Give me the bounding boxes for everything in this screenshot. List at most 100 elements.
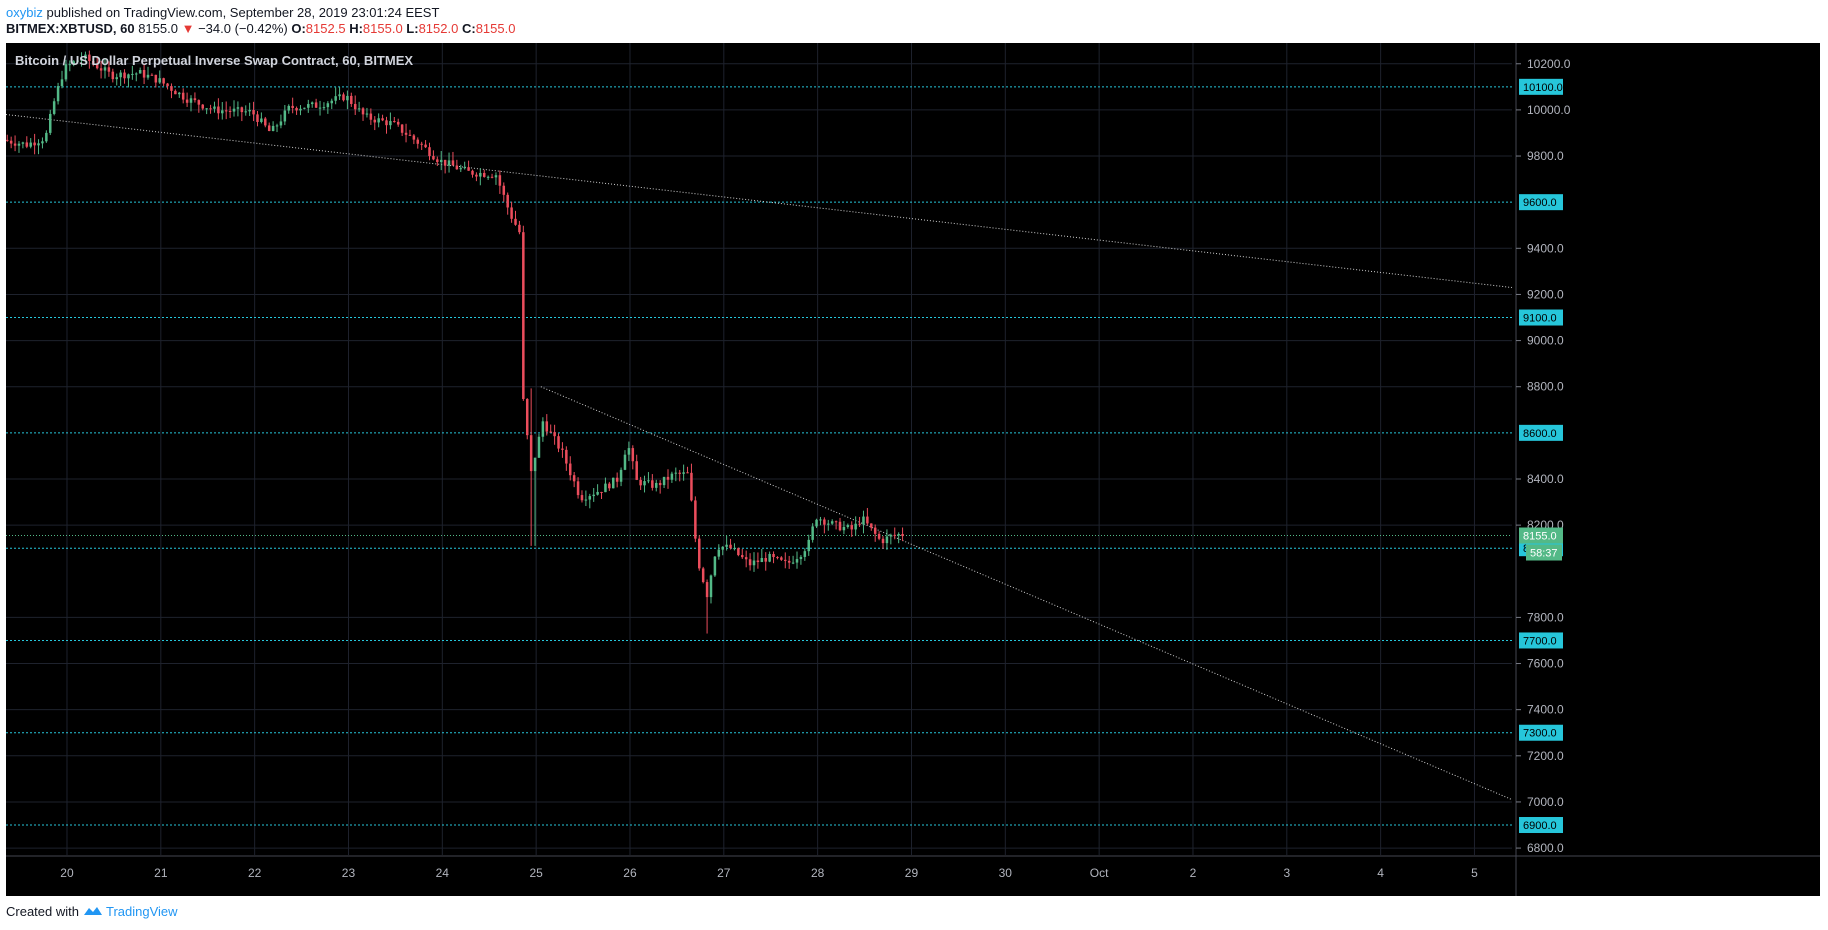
candle-body xyxy=(49,113,52,133)
tradingview-link[interactable]: TradingView xyxy=(106,904,178,919)
level-label-bg xyxy=(1519,309,1563,326)
candle-body xyxy=(784,559,787,561)
candle-body xyxy=(662,476,666,486)
candle-body xyxy=(553,432,556,437)
candle-body xyxy=(846,525,850,527)
candle-body xyxy=(701,568,705,583)
candle-body xyxy=(115,77,118,80)
y-tick-label: 7000.0 xyxy=(1527,795,1564,809)
candle-body xyxy=(827,523,830,525)
candle-body xyxy=(885,536,889,544)
candle-body xyxy=(248,109,251,112)
candle-body xyxy=(92,60,95,64)
author-link[interactable]: oxybiz xyxy=(6,5,43,20)
x-tick-label: 4 xyxy=(1377,866,1384,880)
candle-body xyxy=(416,139,420,144)
candle-body xyxy=(471,170,474,175)
candle-body xyxy=(432,156,435,160)
candle-body xyxy=(318,107,322,109)
candle-body xyxy=(166,83,169,87)
candle-body xyxy=(396,121,400,125)
candle-body xyxy=(381,118,384,121)
last-price: 8155.0 xyxy=(138,21,178,36)
candle-body xyxy=(682,472,685,474)
trendline xyxy=(540,386,1513,801)
candle-body xyxy=(107,67,111,72)
candle-body xyxy=(303,107,306,109)
y-tick-label: 8800.0 xyxy=(1527,380,1564,394)
candle-body xyxy=(322,107,326,109)
candle-body xyxy=(205,108,208,110)
candle-body xyxy=(803,551,807,557)
candle-body xyxy=(752,560,756,566)
level-label-bg xyxy=(1519,194,1563,211)
candle-body xyxy=(475,174,478,177)
candle-body xyxy=(717,549,721,557)
candle-body xyxy=(647,480,650,482)
candle-body xyxy=(412,135,416,140)
candle-body xyxy=(138,69,142,74)
candle-body xyxy=(25,142,29,147)
candle-body xyxy=(698,538,701,569)
candle-body xyxy=(694,500,697,539)
x-tick-label: 29 xyxy=(905,866,919,880)
candle-body xyxy=(123,72,126,79)
candle-body xyxy=(568,463,572,476)
candle-body xyxy=(264,118,267,126)
candle-body xyxy=(299,108,302,111)
candle-body xyxy=(170,86,173,91)
candle-body xyxy=(21,142,25,144)
candle-body xyxy=(705,582,709,598)
candle-body xyxy=(576,481,580,496)
candle-body xyxy=(635,461,638,480)
candle-body xyxy=(795,559,799,563)
candle-body xyxy=(506,194,509,208)
candle-body xyxy=(201,104,204,109)
candle-body xyxy=(221,110,224,114)
candle-body xyxy=(838,521,842,531)
candle-body xyxy=(283,110,287,122)
level-label: 8600.0 xyxy=(1523,428,1557,440)
high-value: 8155.0 xyxy=(362,21,403,36)
x-tick-label: 20 xyxy=(60,866,74,880)
candle-body xyxy=(56,86,60,102)
candle-body xyxy=(787,560,791,563)
candle-body xyxy=(443,159,447,166)
candle-body xyxy=(658,482,662,486)
candle-body xyxy=(807,539,810,552)
y-tick-label: 10000.0 xyxy=(1527,103,1571,117)
candle-body xyxy=(862,516,865,525)
candle-body xyxy=(213,106,216,109)
chart-frame[interactable]: 20 21 22 23 24 25 26 27 28 29 30 Oct 2 3 4 5 10200.0 1000… xyxy=(5,43,1820,896)
candle-body xyxy=(881,538,885,544)
level-label: 9100.0 xyxy=(1523,313,1557,325)
candle-body xyxy=(545,421,549,432)
candle-body xyxy=(103,67,107,71)
candle-body xyxy=(643,481,646,486)
candle-body xyxy=(60,79,64,87)
candle-body xyxy=(357,108,361,110)
candle-body xyxy=(678,472,681,474)
countdown-bg xyxy=(1526,544,1562,561)
axes: 20 21 22 23 24 25 26 27 28 29 30 Oct 2 3 4 510200.01000… xyxy=(6,43,1820,896)
candle-body xyxy=(400,124,404,133)
level-label: 7300.0 xyxy=(1523,728,1557,740)
candle-body xyxy=(604,483,607,493)
low-value: 8152.0 xyxy=(418,21,459,36)
candle-body xyxy=(529,435,533,472)
y-tick-label: 6800.0 xyxy=(1527,841,1564,855)
candle-body xyxy=(467,167,470,171)
price-chart[interactable]: 20 21 22 23 24 25 26 27 28 29 30 Oct 2 3 4 510200.01000… xyxy=(5,43,1820,896)
candle-body xyxy=(490,176,494,178)
candle-body xyxy=(451,160,455,166)
tradingview-logo-icon[interactable] xyxy=(83,904,106,919)
candle-body xyxy=(342,94,345,101)
candle-body xyxy=(889,534,893,537)
last-price-label: 8155.0 xyxy=(1523,531,1557,543)
candle-body xyxy=(17,143,21,146)
low-label: L: xyxy=(406,21,419,36)
y-tick-label: 7600.0 xyxy=(1527,657,1564,671)
candle-body xyxy=(373,119,377,123)
candle-body xyxy=(725,544,728,547)
candle-body xyxy=(830,521,834,524)
